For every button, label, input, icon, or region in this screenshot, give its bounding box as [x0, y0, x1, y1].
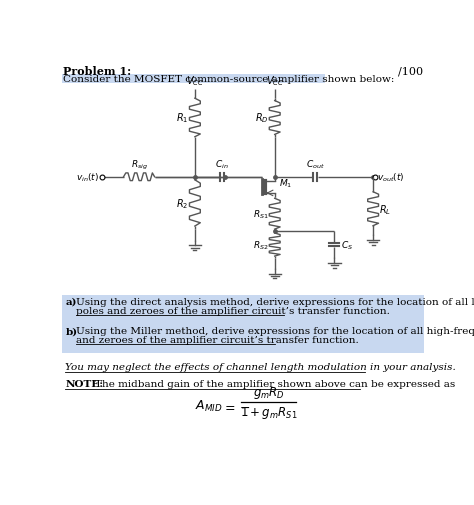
Text: $M_1$: $M_1$: [279, 177, 292, 190]
Text: $R_{sig}$: $R_{sig}$: [130, 158, 147, 171]
Text: Consider the MOSFET common-source amplifier shown below:: Consider the MOSFET common-source amplif…: [63, 75, 394, 84]
Text: /100: /100: [398, 66, 423, 76]
Text: $C_{out}$: $C_{out}$: [306, 158, 324, 171]
Text: $A_{MID}$: $A_{MID}$: [195, 398, 222, 413]
Text: The midband gain of the amplifier shown above can be expressed as: The midband gain of the amplifier shown …: [95, 380, 455, 388]
Text: $R_2$: $R_2$: [176, 196, 189, 211]
Text: Using the direct analysis method, derive expressions for the location of all low: Using the direct analysis method, derive…: [76, 297, 474, 306]
Text: a): a): [65, 297, 77, 306]
Text: $C_S$: $C_S$: [341, 239, 353, 251]
Text: $R_D$: $R_D$: [255, 111, 268, 125]
Text: poles and zeroes of the amplifier circuit’s transfer function.: poles and zeroes of the amplifier circui…: [76, 307, 390, 316]
Text: $1 + g_m R_{S1}$: $1 + g_m R_{S1}$: [240, 404, 297, 420]
Text: $C_{in}$: $C_{in}$: [215, 158, 229, 171]
Text: $R_1$: $R_1$: [176, 111, 189, 125]
FancyBboxPatch shape: [62, 295, 424, 324]
Text: $R_L$: $R_L$: [379, 203, 392, 216]
Text: $= -$: $= -$: [222, 399, 251, 412]
Text: b): b): [65, 327, 78, 335]
FancyBboxPatch shape: [62, 324, 424, 353]
Text: You may neglect the effects of channel length modulation in your analysis.: You may neglect the effects of channel l…: [65, 363, 456, 372]
Text: NOTE:: NOTE:: [65, 380, 104, 388]
Text: $g_m R_D$: $g_m R_D$: [253, 384, 284, 400]
Text: and zeroes of the amplifier circuit’s transfer function.: and zeroes of the amplifier circuit’s tr…: [76, 336, 359, 345]
FancyBboxPatch shape: [62, 74, 325, 84]
Text: Using the Miller method, derive expressions for the location of all high-frequen: Using the Miller method, derive expressi…: [76, 327, 474, 335]
Text: $V_{CC}$: $V_{CC}$: [186, 75, 204, 88]
Text: $R_{S1}$: $R_{S1}$: [253, 208, 268, 221]
Text: $v_{out}(t)$: $v_{out}(t)$: [377, 171, 405, 184]
Text: $v_{in}(t)$: $v_{in}(t)$: [76, 171, 100, 184]
Text: $V_{CC}$: $V_{CC}$: [265, 75, 284, 88]
Text: Problem 1:: Problem 1:: [63, 66, 131, 77]
Text: $R_{S2}$: $R_{S2}$: [253, 239, 268, 251]
